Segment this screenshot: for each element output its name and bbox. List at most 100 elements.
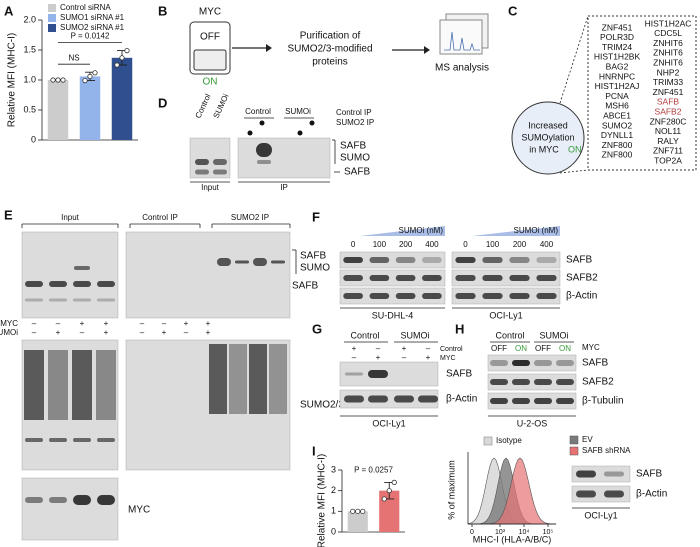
protein: ZNF451 xyxy=(602,22,633,32)
panel-letter: G xyxy=(312,321,322,336)
label: + xyxy=(56,328,61,337)
band xyxy=(49,497,67,503)
band xyxy=(49,281,67,287)
band xyxy=(536,275,557,281)
y-tick-label: 1.0 xyxy=(23,74,36,84)
legend-label: SUMO1 siRNA #1 xyxy=(60,13,125,22)
label: + xyxy=(426,353,431,362)
label: MYC xyxy=(440,355,456,362)
label: Control xyxy=(495,330,524,340)
band xyxy=(369,293,390,299)
protein: ZNF711 xyxy=(653,146,683,156)
label: proteins xyxy=(312,57,348,68)
label: Purification of xyxy=(300,31,361,42)
label: MYC xyxy=(128,505,150,516)
label: 100 xyxy=(486,240,500,249)
label: 0 xyxy=(463,240,468,249)
label: – xyxy=(140,319,145,328)
label: SAFB xyxy=(566,255,592,266)
blot xyxy=(339,269,446,287)
band xyxy=(536,293,557,299)
y-tick-label: 0.5 xyxy=(23,104,36,114)
protein: NHP2 xyxy=(657,67,680,77)
protein: POLR3D xyxy=(600,32,634,42)
rule xyxy=(559,169,589,174)
band xyxy=(418,395,438,403)
band xyxy=(97,495,115,505)
data-point xyxy=(114,62,120,68)
switch-knob xyxy=(193,49,227,71)
label: OCI-Ly1 xyxy=(584,510,617,520)
label: MYC xyxy=(199,7,221,18)
label: + xyxy=(206,328,211,337)
blot xyxy=(451,287,561,305)
ms-trace xyxy=(444,31,480,51)
label: β-Actin xyxy=(566,291,597,302)
dot xyxy=(309,120,315,126)
label: SUMOi xyxy=(401,330,430,340)
label: ON xyxy=(203,77,218,88)
label: – xyxy=(32,319,37,328)
label: P = 0.0257 xyxy=(354,466,393,475)
label: + xyxy=(206,319,211,328)
label: ON xyxy=(559,344,571,353)
label: SAFB xyxy=(300,251,326,262)
label: β-Actin xyxy=(636,489,667,500)
label: Isotype xyxy=(496,436,522,445)
data-point xyxy=(391,479,397,485)
lane-label: Control xyxy=(245,107,271,116)
band xyxy=(509,257,530,263)
band xyxy=(482,257,503,263)
protein: ZNF800 xyxy=(602,150,633,160)
rule xyxy=(559,15,589,104)
band xyxy=(604,471,624,477)
band xyxy=(73,281,91,287)
band xyxy=(534,379,552,385)
band xyxy=(97,281,115,287)
label: SAFB xyxy=(344,167,370,178)
label: Control IP xyxy=(142,213,178,222)
label: Control IP xyxy=(336,108,372,117)
label: SUMO xyxy=(340,153,370,164)
dose-triangle xyxy=(360,226,445,236)
band xyxy=(394,395,414,403)
band xyxy=(490,398,508,404)
band xyxy=(368,395,388,403)
band xyxy=(97,298,115,302)
label: β-Actin xyxy=(446,394,477,405)
band xyxy=(49,298,67,302)
band xyxy=(25,497,43,503)
label: + xyxy=(184,319,189,328)
protein: TOP2A xyxy=(654,155,682,165)
legend-label: SAFB shRNA xyxy=(582,446,631,455)
panel-letter: F xyxy=(312,209,320,224)
label: SAFB xyxy=(446,369,472,380)
label: + xyxy=(104,328,109,337)
data-point xyxy=(92,70,98,76)
y-axis-label: Relative MFI (MHC-I) xyxy=(317,454,328,547)
label: NS xyxy=(68,53,79,62)
protein: MSH6 xyxy=(605,101,629,111)
protein: HNRNPC xyxy=(599,71,635,81)
protein: HIST1H2AC xyxy=(645,18,692,28)
band xyxy=(345,372,363,376)
band xyxy=(257,160,271,164)
label: + xyxy=(162,328,167,337)
label: SU-DHL-4 xyxy=(372,310,414,320)
protein: TRIM24 xyxy=(602,42,633,52)
dot xyxy=(247,130,253,136)
label: – xyxy=(140,328,145,337)
band xyxy=(556,398,574,404)
label: SAFB2 xyxy=(566,273,598,284)
data-point xyxy=(355,508,361,514)
band xyxy=(344,395,364,403)
label: 400 xyxy=(425,240,439,249)
band xyxy=(455,293,476,299)
ms-circle xyxy=(511,101,585,175)
band xyxy=(455,275,476,281)
smear xyxy=(269,344,287,414)
label: in MYC xyxy=(529,144,559,154)
label: % of maximum xyxy=(446,460,456,520)
blot xyxy=(21,477,119,541)
